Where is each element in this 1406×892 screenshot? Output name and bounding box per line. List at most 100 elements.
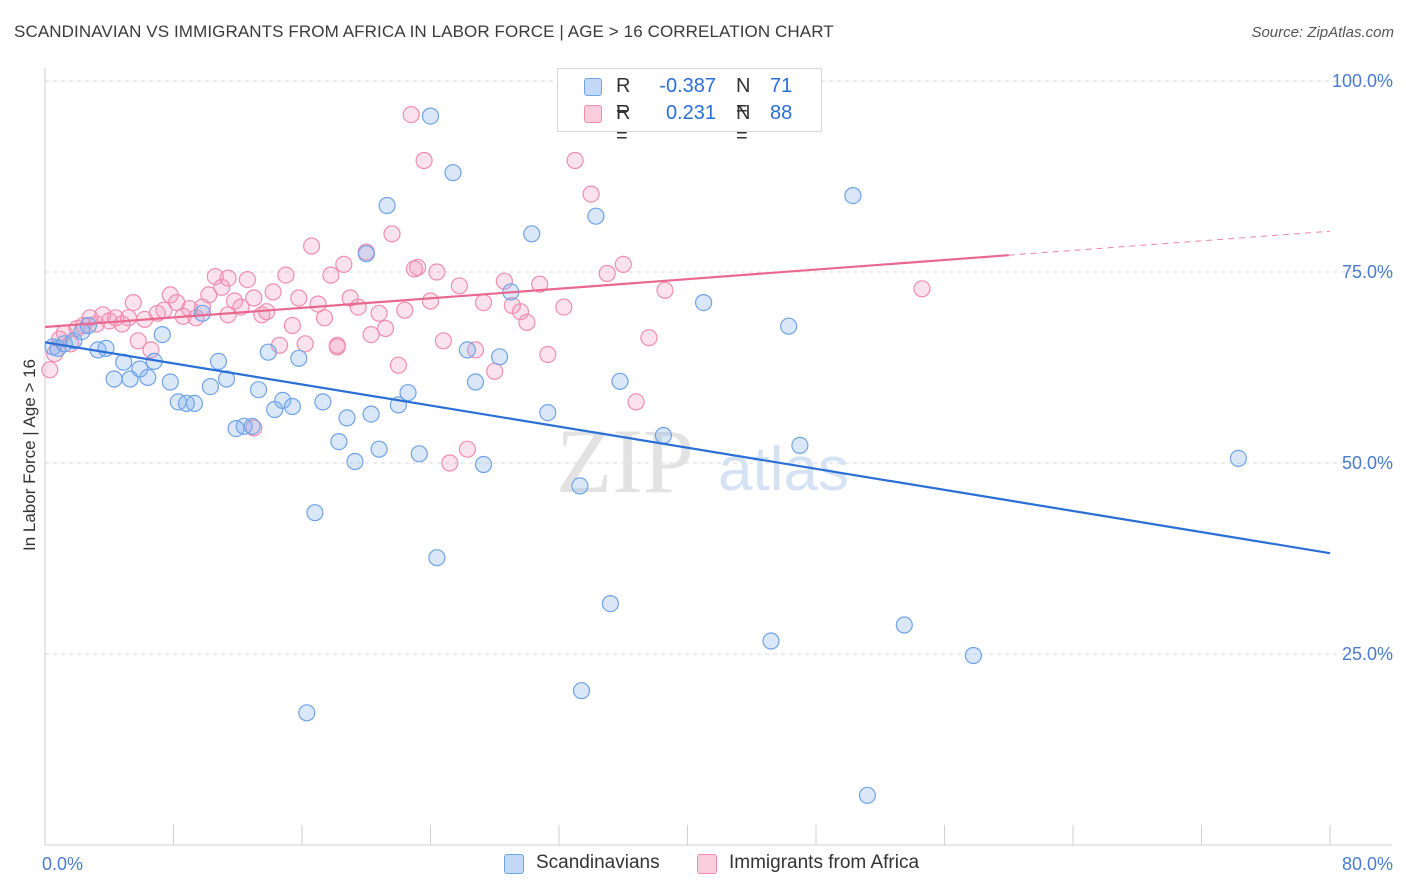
scandinavians-point <box>274 391 292 409</box>
africa-point <box>555 298 573 316</box>
africa-point <box>434 332 452 350</box>
scandinavians-point <box>290 349 308 367</box>
africa-point <box>206 268 224 286</box>
scandinavians-point <box>362 405 380 423</box>
scandinavians-point <box>601 594 620 613</box>
scandinavians-point <box>791 436 809 454</box>
legend-label: Scandinavians <box>536 852 660 873</box>
africa-point <box>290 289 308 307</box>
scandinavians-point <box>762 632 780 650</box>
watermark-atlas: atlas <box>718 435 849 504</box>
africa-point <box>566 151 584 170</box>
scandinavians-point <box>201 378 219 396</box>
scandinavians-point <box>611 372 629 390</box>
africa-trend-line <box>44 254 1009 329</box>
africa-point <box>245 289 263 307</box>
scandinavians-point <box>153 326 171 344</box>
watermark: ZIP atlas <box>556 410 849 512</box>
scandinavians-point <box>259 343 277 361</box>
africa-point <box>41 361 59 379</box>
scandinavians-point <box>844 187 862 205</box>
scandinavians-point <box>399 384 417 402</box>
scandinavians-point <box>654 426 673 445</box>
africa-point <box>402 105 420 124</box>
scandinavians-point <box>105 370 123 388</box>
africa-point <box>531 275 549 293</box>
africa-point <box>511 303 530 321</box>
scandinavians-point <box>314 393 332 411</box>
stats-swatch-scandinavians <box>584 78 602 96</box>
scandinavians-point <box>209 352 228 370</box>
africa-point <box>383 225 401 243</box>
scandinavians-point <box>572 682 591 700</box>
scandinavians-point <box>587 207 605 225</box>
stats-r-value: 0.231 <box>665 102 716 124</box>
scandinavians-point <box>378 196 396 215</box>
scandinavians-point <box>346 452 364 471</box>
stats-n-value: 71 <box>770 75 793 97</box>
africa-point <box>296 335 314 353</box>
scandinavians-point <box>79 316 98 335</box>
axes <box>44 68 1392 846</box>
africa-point <box>627 393 645 411</box>
stats-box: R = -0.387 N = 71 R = 0.231 N = 88 <box>557 68 822 147</box>
africa-point <box>598 264 616 283</box>
legend-swatch-africa <box>697 854 717 874</box>
legend-label: Immigrants from Africa <box>729 852 920 873</box>
africa-point <box>238 271 256 289</box>
africa-point <box>415 151 433 170</box>
africa-point <box>200 286 218 304</box>
africa-point <box>219 269 237 287</box>
tick-labels: 25.0% 50.0% 75.0% 100.0% 0.0% 80.0% <box>42 71 1393 874</box>
africa-point <box>458 440 476 458</box>
scandinavians-point <box>283 397 301 416</box>
scandinavians-point <box>474 455 493 474</box>
stats-r-label: R = <box>616 75 631 120</box>
africa-point <box>428 263 446 281</box>
africa-point <box>225 292 244 310</box>
stats-swatch-africa <box>584 105 602 123</box>
scandinavians-point <box>539 404 557 422</box>
scandinavians-point <box>780 317 798 335</box>
africa-point <box>213 278 231 296</box>
africa-point <box>264 283 282 301</box>
africa-point <box>405 260 423 278</box>
y-tick-label: 50.0% <box>1342 453 1393 473</box>
africa-point <box>315 309 334 327</box>
stats-r-value: -0.387 <box>659 75 716 97</box>
africa-point <box>518 313 536 331</box>
scandinavians-point <box>139 368 157 386</box>
scandinavians-point <box>193 304 211 322</box>
scandinavians-point <box>895 616 913 634</box>
trend-lines <box>44 230 1331 555</box>
scandinavians-point <box>458 341 476 359</box>
africa-point <box>640 329 658 347</box>
y-axis-title: In Labor Force | Age > 16 <box>20 359 39 551</box>
scandinavians-point <box>694 294 713 312</box>
scandinavians-point <box>410 445 428 463</box>
x-tick-label: 0.0% <box>42 854 83 874</box>
scandinavians-point <box>330 433 348 451</box>
y-tick-label: 100.0% <box>1332 71 1393 91</box>
scandinavians-point <box>421 107 440 125</box>
africa-point <box>614 255 632 273</box>
stats-r-label: R = <box>616 102 631 147</box>
scandinavians-point <box>370 440 388 458</box>
scandinavians-point <box>466 373 485 391</box>
africa-point <box>421 292 440 310</box>
scandinavians-trend-line <box>44 341 1331 555</box>
scandinavians-point <box>571 477 589 495</box>
africa-point <box>124 294 142 312</box>
africa-point <box>370 304 388 322</box>
scandinavians-point <box>250 381 268 399</box>
scandinavians-point <box>338 409 356 427</box>
watermark-zip: ZIP <box>556 410 694 512</box>
chart-title: SCANDINAVIAN VS IMMIGRANTS FROM AFRICA I… <box>14 22 834 41</box>
africa-point <box>474 294 493 312</box>
stats-n-label: N = <box>736 102 751 147</box>
scandinavians-point <box>964 646 983 665</box>
y-tick-label: 25.0% <box>1342 644 1393 664</box>
scandinavians-point <box>298 704 316 722</box>
grid-lines <box>45 80 1392 655</box>
